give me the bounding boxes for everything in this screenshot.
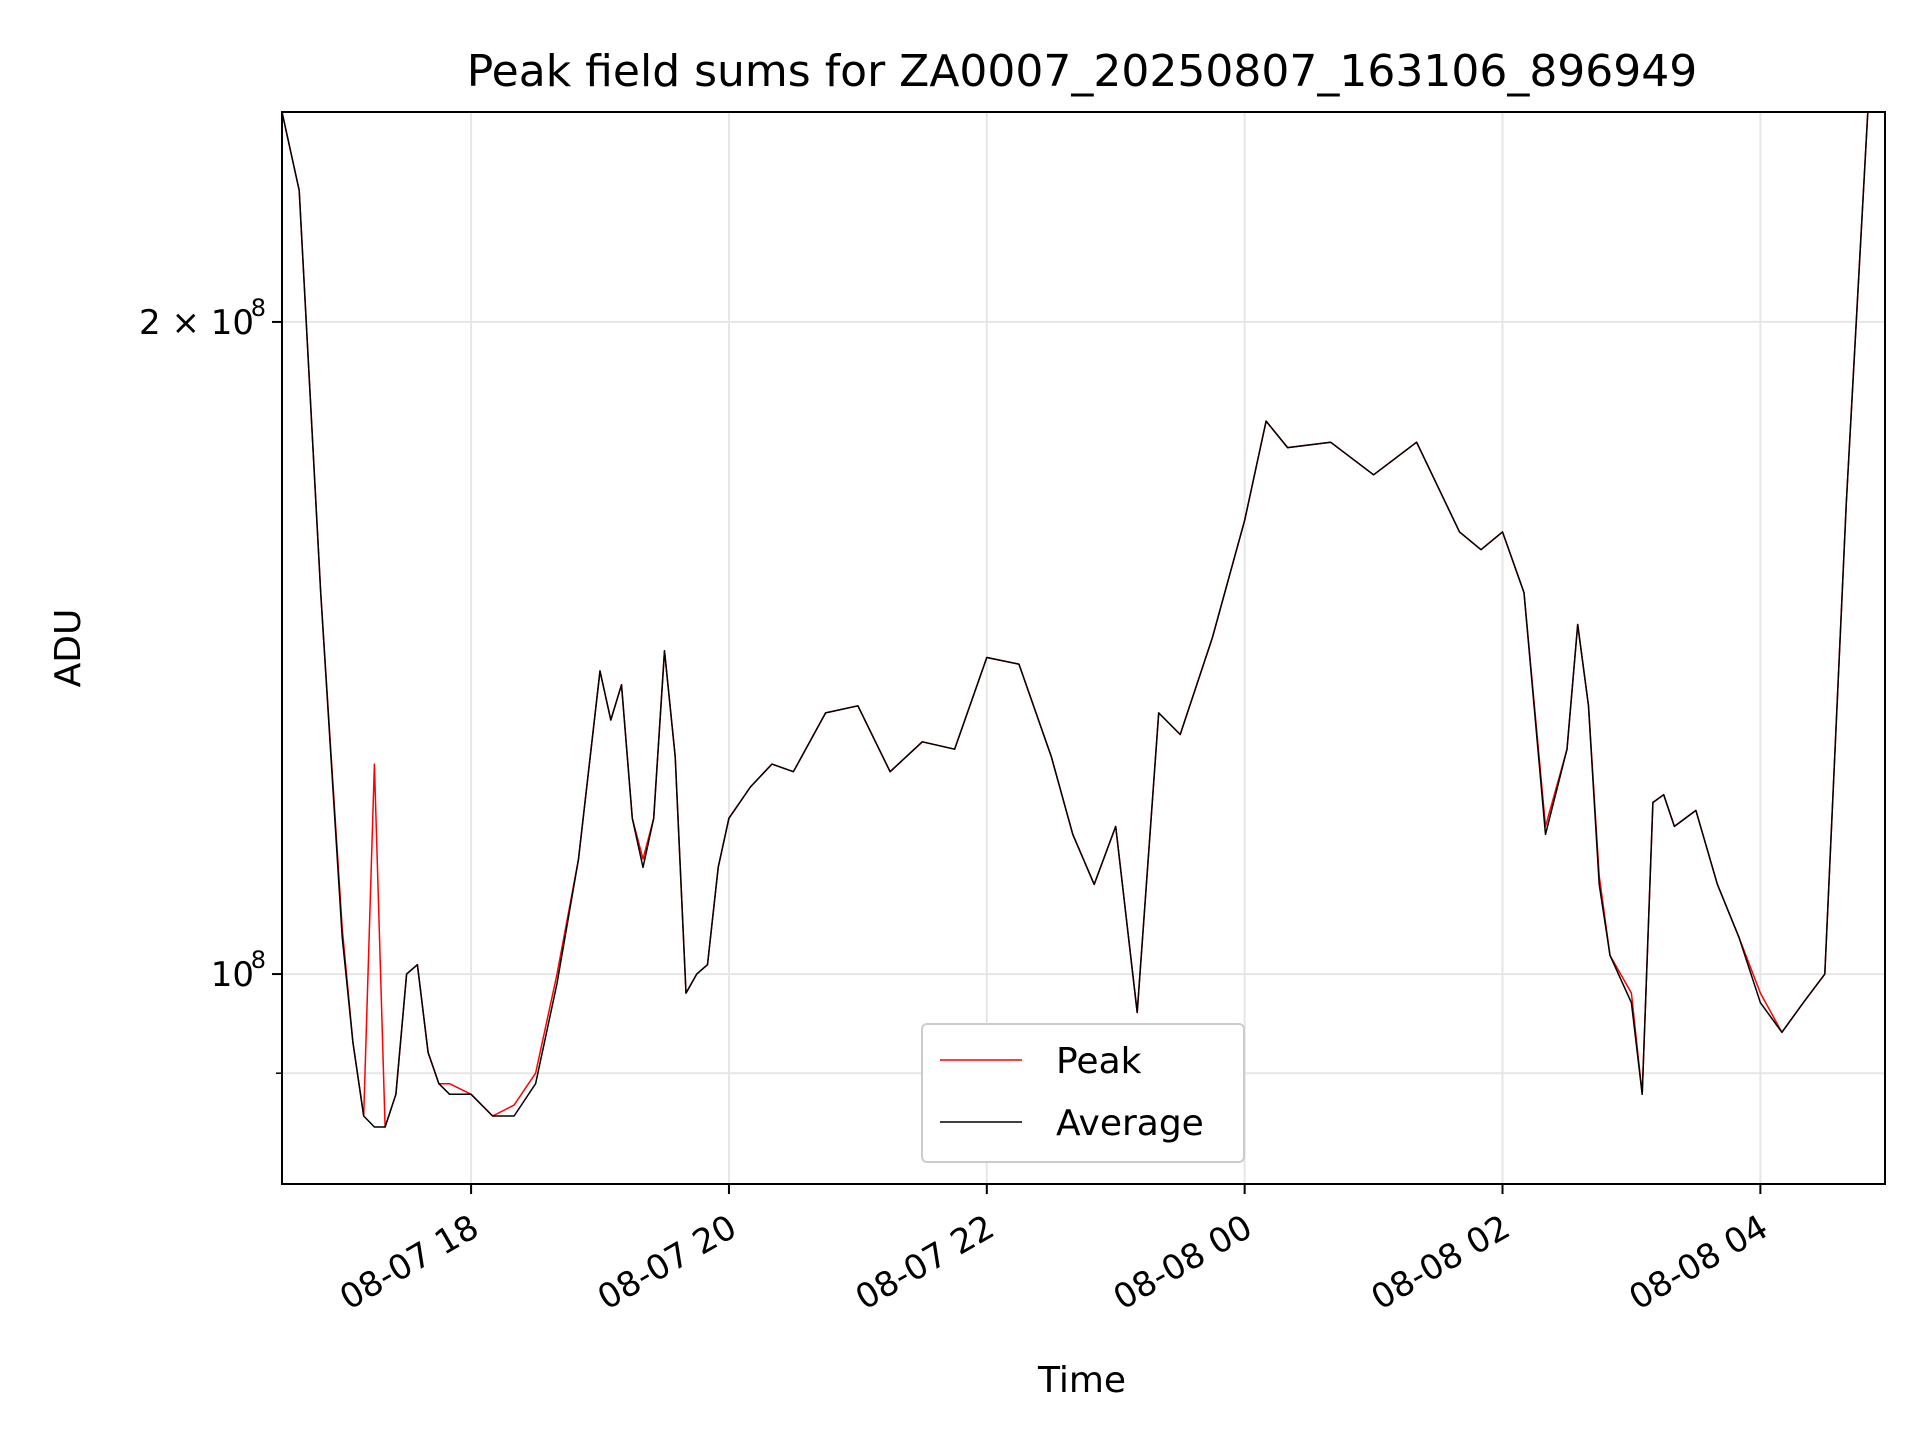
x-tick-label: 08-07 22 <box>849 1207 1001 1318</box>
y-tick-exponent: 8 <box>251 946 266 974</box>
x-tick-label: 08-08 04 <box>1622 1207 1774 1318</box>
y-tick-label: 2 × 10 <box>139 303 254 343</box>
plot-lines <box>281 111 1885 1128</box>
x-tick-label: 08-08 02 <box>1365 1207 1517 1318</box>
plot-frame <box>281 111 1886 1185</box>
y-tick-exponent: 8 <box>251 294 266 322</box>
series-line-average <box>281 111 1885 1128</box>
legend: Peak Average <box>921 1023 1245 1163</box>
chart-title: Peak field sums for ZA0007_20250807_1631… <box>467 46 1698 97</box>
x-tick-label: 08-07 18 <box>333 1207 485 1318</box>
x-tick-label: 08-08 00 <box>1107 1207 1259 1318</box>
x-axis: 08-07 18 08-07 20 08-07 22 08-08 00 08-08 02… <box>333 1184 1775 1318</box>
legend-box <box>921 1023 1245 1163</box>
y-tick-label: 10 <box>211 955 254 995</box>
legend-label-peak: Peak <box>1056 1041 1142 1082</box>
y-axis-title: ADU <box>48 609 89 688</box>
legend-label-average: Average <box>1056 1103 1204 1144</box>
x-tick-label: 08-07 20 <box>591 1207 743 1318</box>
x-axis-title: Time <box>1037 1360 1126 1401</box>
